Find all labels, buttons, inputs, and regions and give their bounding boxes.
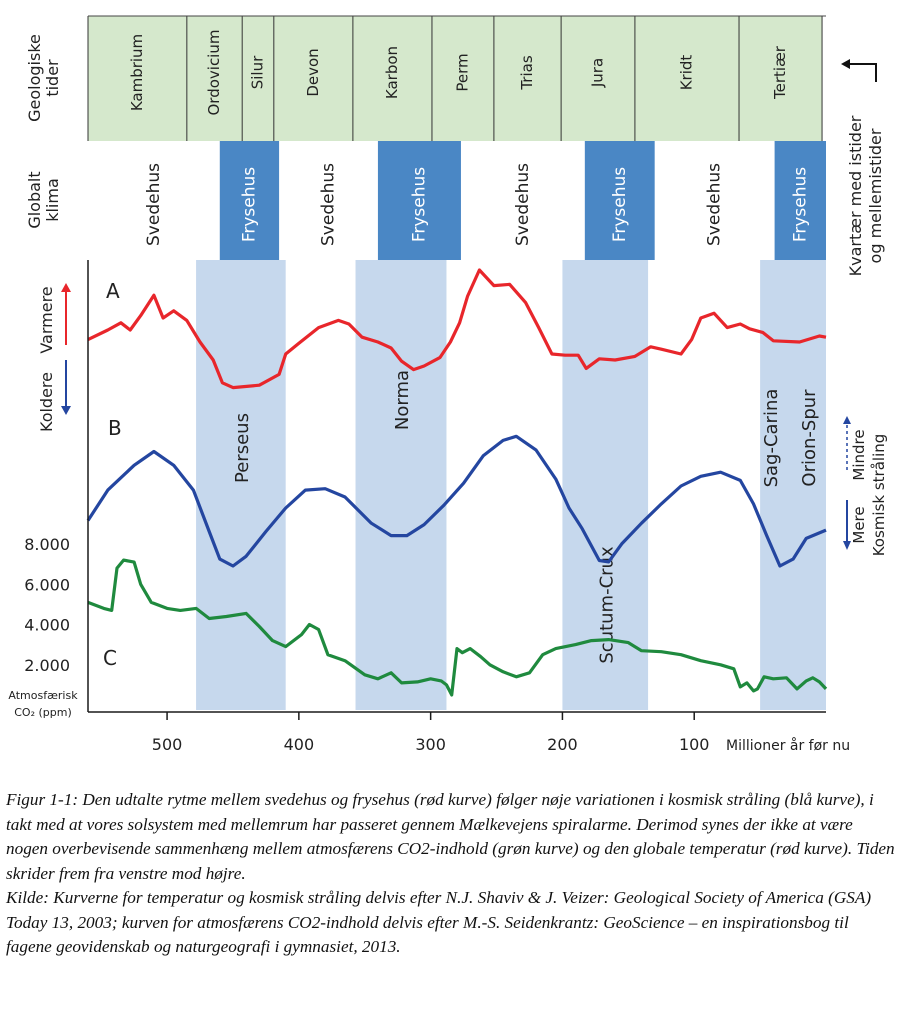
temp-up-arrow-head [61,283,71,292]
climate-label: Svedehus [319,163,339,246]
temp-down-label: Koldere [37,372,56,432]
climate-label: Frysehus [239,167,259,242]
quaternary-label-1: Kvartær med istider [846,115,865,276]
x-tick-label: 300 [415,735,446,754]
period-label: Karbon [383,46,401,99]
period-label: Kridt [677,55,695,91]
co2-axis-label-2: CO₂ (ppm) [14,706,72,719]
period-cell-8 [634,16,740,141]
period-label: Perm [453,53,471,91]
series-label-C: C [103,646,117,670]
climate-row-label-2: klima [43,178,62,222]
spiral-arm-band-1 [355,260,447,710]
temp-down-arrow-head [61,406,71,415]
frysehus-band-7 [774,141,826,260]
co2-tick-label: 6.000 [24,575,70,594]
co2-tick-label: 4.000 [24,616,70,635]
cosmic-down-arrow-head [843,541,851,550]
co2-axis-label-1: Atmosfærisk [8,689,78,702]
series-line-C [87,558,828,697]
climate-label: Frysehus [409,167,429,242]
spiral-arm-band-2 [562,260,649,710]
period-cell-0 [88,16,187,141]
period-cell-7 [561,16,635,141]
cosmic-up-label: Mindre [850,429,868,480]
periods-row-label-1: Geologiske [25,34,44,122]
spiral-arm-band-0 [196,260,286,710]
cosmic-up-arrow-head [843,416,851,424]
spiral-arm-label: Perseus [232,413,253,483]
spiral-arm-label: Sag-Carina [761,389,782,488]
geological-climate-chart: Kambrium Ordovicium Silur Devon Karbon Perm Tr… [8,15,888,754]
spiral-arm-label: Norma [392,370,413,430]
period-cell-1 [186,16,243,141]
spiral-arm-band-3 [760,260,826,710]
quaternary-bracket [845,63,877,82]
climate-row-label-1: Globalt [25,171,44,228]
period-label: Devon [304,48,322,96]
frysehus-band-1 [219,141,280,260]
co2-tick-label: 8.000 [24,535,70,554]
x-tick-label: 500 [152,735,183,754]
period-cell-2 [242,16,274,141]
period-label: Ordovicium [205,30,223,116]
quaternary-label-2: og mellemistider [866,128,885,263]
x-tick-label: 400 [284,735,315,754]
x-tick-label: 100 [679,735,710,754]
frysehus-band-5 [584,141,655,260]
period-cell-6 [493,16,562,141]
temp-up-label: Varmere [37,286,56,353]
figure-caption: Figur 1-1: Den udtalte rytme mellem sved… [6,788,896,960]
climate-label: Frysehus [610,167,630,242]
caption-text: Figur 1-1: Den udtalte rytme mellem sved… [6,790,895,883]
x-tick-label: 200 [547,735,578,754]
series-label-A: A [106,279,120,303]
quaternary-arrow-head [841,59,850,69]
spiral-arm-label: Scutum-Crux [596,546,617,664]
cosmic-down-label: Mere [850,506,868,543]
x-axis-label: Millioner år før nu [726,737,850,754]
periods-row-label-2: tider [43,59,62,97]
period-label: Tertiær [771,45,789,100]
climate-label: Svedehus [144,163,164,246]
period-label: Kambrium [128,34,146,111]
period-cell-9 [739,16,823,141]
climate-label: Svedehus [513,163,533,246]
spiral-arm-label-2: Orion-Spur [799,389,820,487]
climate-label: Frysehus [790,167,810,242]
period-label: Jura [589,58,607,88]
caption-source: Kilde: Kurverne for temperatur og kosmis… [6,888,872,956]
frysehus-band-3 [377,141,461,260]
period-cell-4 [352,16,432,141]
climate-label: Svedehus [705,163,725,246]
period-cell-3 [273,16,353,141]
series-label-B: B [108,416,122,440]
period-label: Silur [249,55,267,89]
cosmic-axis-title: Kosmisk stråling [870,434,888,557]
series-line-A [87,268,827,390]
series-line-B [86,434,827,568]
period-label: Trias [518,55,536,90]
period-cell-5 [431,16,494,141]
co2-tick-label: 2.000 [24,656,70,675]
